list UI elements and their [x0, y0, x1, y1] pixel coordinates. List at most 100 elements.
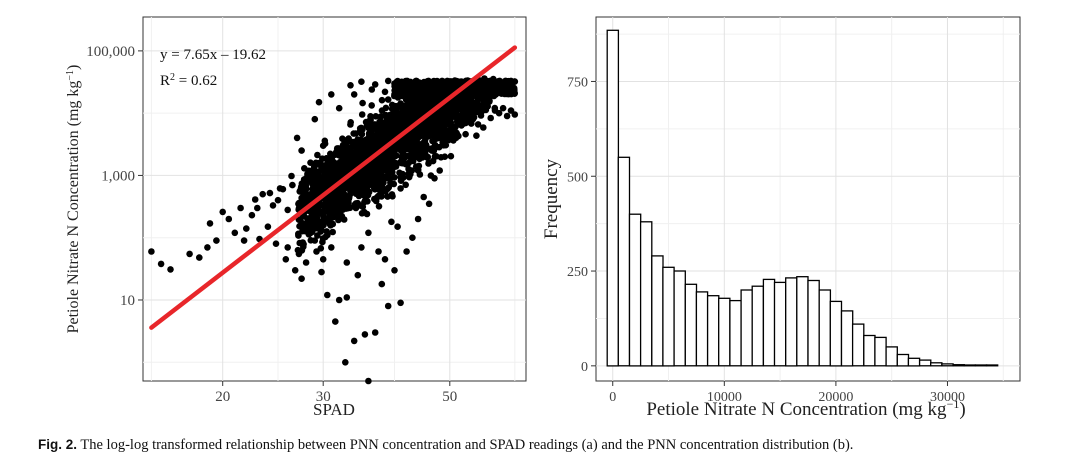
scatter-point: [424, 153, 432, 161]
scatter-point: [483, 101, 490, 109]
scatter-point: [323, 228, 331, 235]
scatter-point: [296, 216, 304, 223]
scatter-point: [376, 187, 384, 194]
scatter-point: [414, 215, 422, 223]
scatter-point: [313, 248, 320, 255]
scatter-point: [403, 101, 411, 109]
scatter-point: [264, 223, 272, 230]
scatter-point: [381, 88, 389, 96]
scatter-point: [420, 193, 428, 201]
scatter-point: [362, 180, 369, 187]
histogram-y-axis-label: Frequency: [541, 158, 562, 239]
scatter-point: [374, 182, 382, 189]
regression-line: [149, 45, 518, 330]
histogram-bar: [885, 346, 898, 367]
scatter-point: [251, 196, 259, 203]
scatter-point: [243, 225, 250, 232]
scatter-point: [362, 145, 370, 153]
scatter-point: [240, 237, 248, 244]
scatter-point: [274, 196, 282, 204]
histogram-bar: [963, 364, 977, 367]
scatter-point: [470, 107, 477, 114]
scatter-point: [431, 175, 438, 182]
scatter-point: [327, 222, 334, 229]
scatter-point: [397, 100, 404, 107]
scatter-point: [345, 135, 352, 142]
caption-label: Fig. 2.: [38, 437, 78, 452]
scatter-point: [333, 191, 340, 198]
scatter-point: [397, 185, 404, 192]
scatter-point: [352, 148, 360, 155]
scatter-point: [389, 128, 397, 135]
histogram-bars: [606, 29, 999, 367]
scatter-point: [342, 359, 349, 366]
scatter-point: [495, 109, 503, 117]
scatter-point: [401, 144, 408, 152]
scatter-point: [378, 139, 386, 146]
scatter-point: [311, 166, 318, 174]
scatter-point: [333, 199, 340, 207]
scatter-point: [343, 259, 351, 266]
scatter-point: [328, 156, 336, 164]
scatter-point: [356, 202, 363, 209]
scatter-point: [298, 147, 305, 154]
scatter-point: [213, 237, 220, 244]
histogram-bar: [695, 291, 709, 367]
scatter-point: [479, 90, 487, 98]
scatter-point: [425, 159, 433, 167]
scatter-point: [313, 211, 320, 219]
scatter-point: [376, 170, 384, 177]
scatter-point: [384, 152, 391, 160]
scatter-point: [497, 89, 505, 97]
scatter-point: [335, 145, 343, 152]
scatter-point: [338, 203, 346, 210]
scatter-point: [455, 132, 462, 140]
scatter-point: [393, 160, 400, 167]
scatter-point: [359, 126, 366, 133]
scatter-point: [377, 113, 384, 120]
scatter-point: [360, 191, 367, 199]
scatter-point: [315, 159, 322, 167]
scatter-point: [347, 121, 354, 128]
scatter-point: [384, 77, 392, 85]
scatter-point: [253, 204, 261, 212]
scatter-point: [433, 153, 440, 160]
histogram-bar: [829, 300, 843, 367]
histogram-bar: [639, 221, 653, 367]
histogram-bar: [796, 276, 809, 367]
scatter-point: [358, 210, 366, 217]
scatter-point: [307, 237, 315, 244]
scatter-point: [383, 134, 391, 142]
scatter-point: [309, 185, 317, 193]
scatter-point: [405, 152, 413, 160]
scatter-point: [419, 126, 427, 134]
scatter-point: [328, 91, 335, 98]
scatter-point: [311, 115, 319, 123]
scatter-point: [401, 89, 408, 96]
scatter-point: [433, 113, 441, 121]
scatter-point: [295, 230, 302, 238]
scatter-point: [284, 206, 292, 214]
scatter-point: [319, 142, 327, 149]
scatter-point: [378, 280, 386, 288]
scatter-point: [488, 79, 496, 86]
scatter-point: [441, 84, 449, 91]
scatter-y-tick-label: 1,000: [101, 168, 135, 184]
scatter-point: [441, 153, 449, 160]
scatter-point: [474, 121, 482, 128]
scatter-ticks: 20 30 50 10 1,000 100,000: [86, 44, 457, 405]
scatter-point: [378, 96, 386, 104]
scatter-point: [332, 318, 339, 325]
scatter-point: [368, 102, 376, 109]
histogram-x-tick-label: 10000: [707, 390, 742, 405]
histogram-ticks: 0 10000 20000 30000 0 250 500 750: [567, 75, 965, 405]
histogram-bar: [729, 299, 742, 367]
scatter-x-axis-label: SPAD: [313, 400, 355, 419]
scatter-point: [397, 299, 404, 307]
scatter-point: [460, 100, 468, 108]
scatter-point: [284, 244, 292, 251]
scatter-point: [414, 87, 422, 95]
scatter-point: [400, 139, 408, 146]
scatter-point: [309, 207, 316, 214]
scatter-point: [269, 202, 277, 209]
